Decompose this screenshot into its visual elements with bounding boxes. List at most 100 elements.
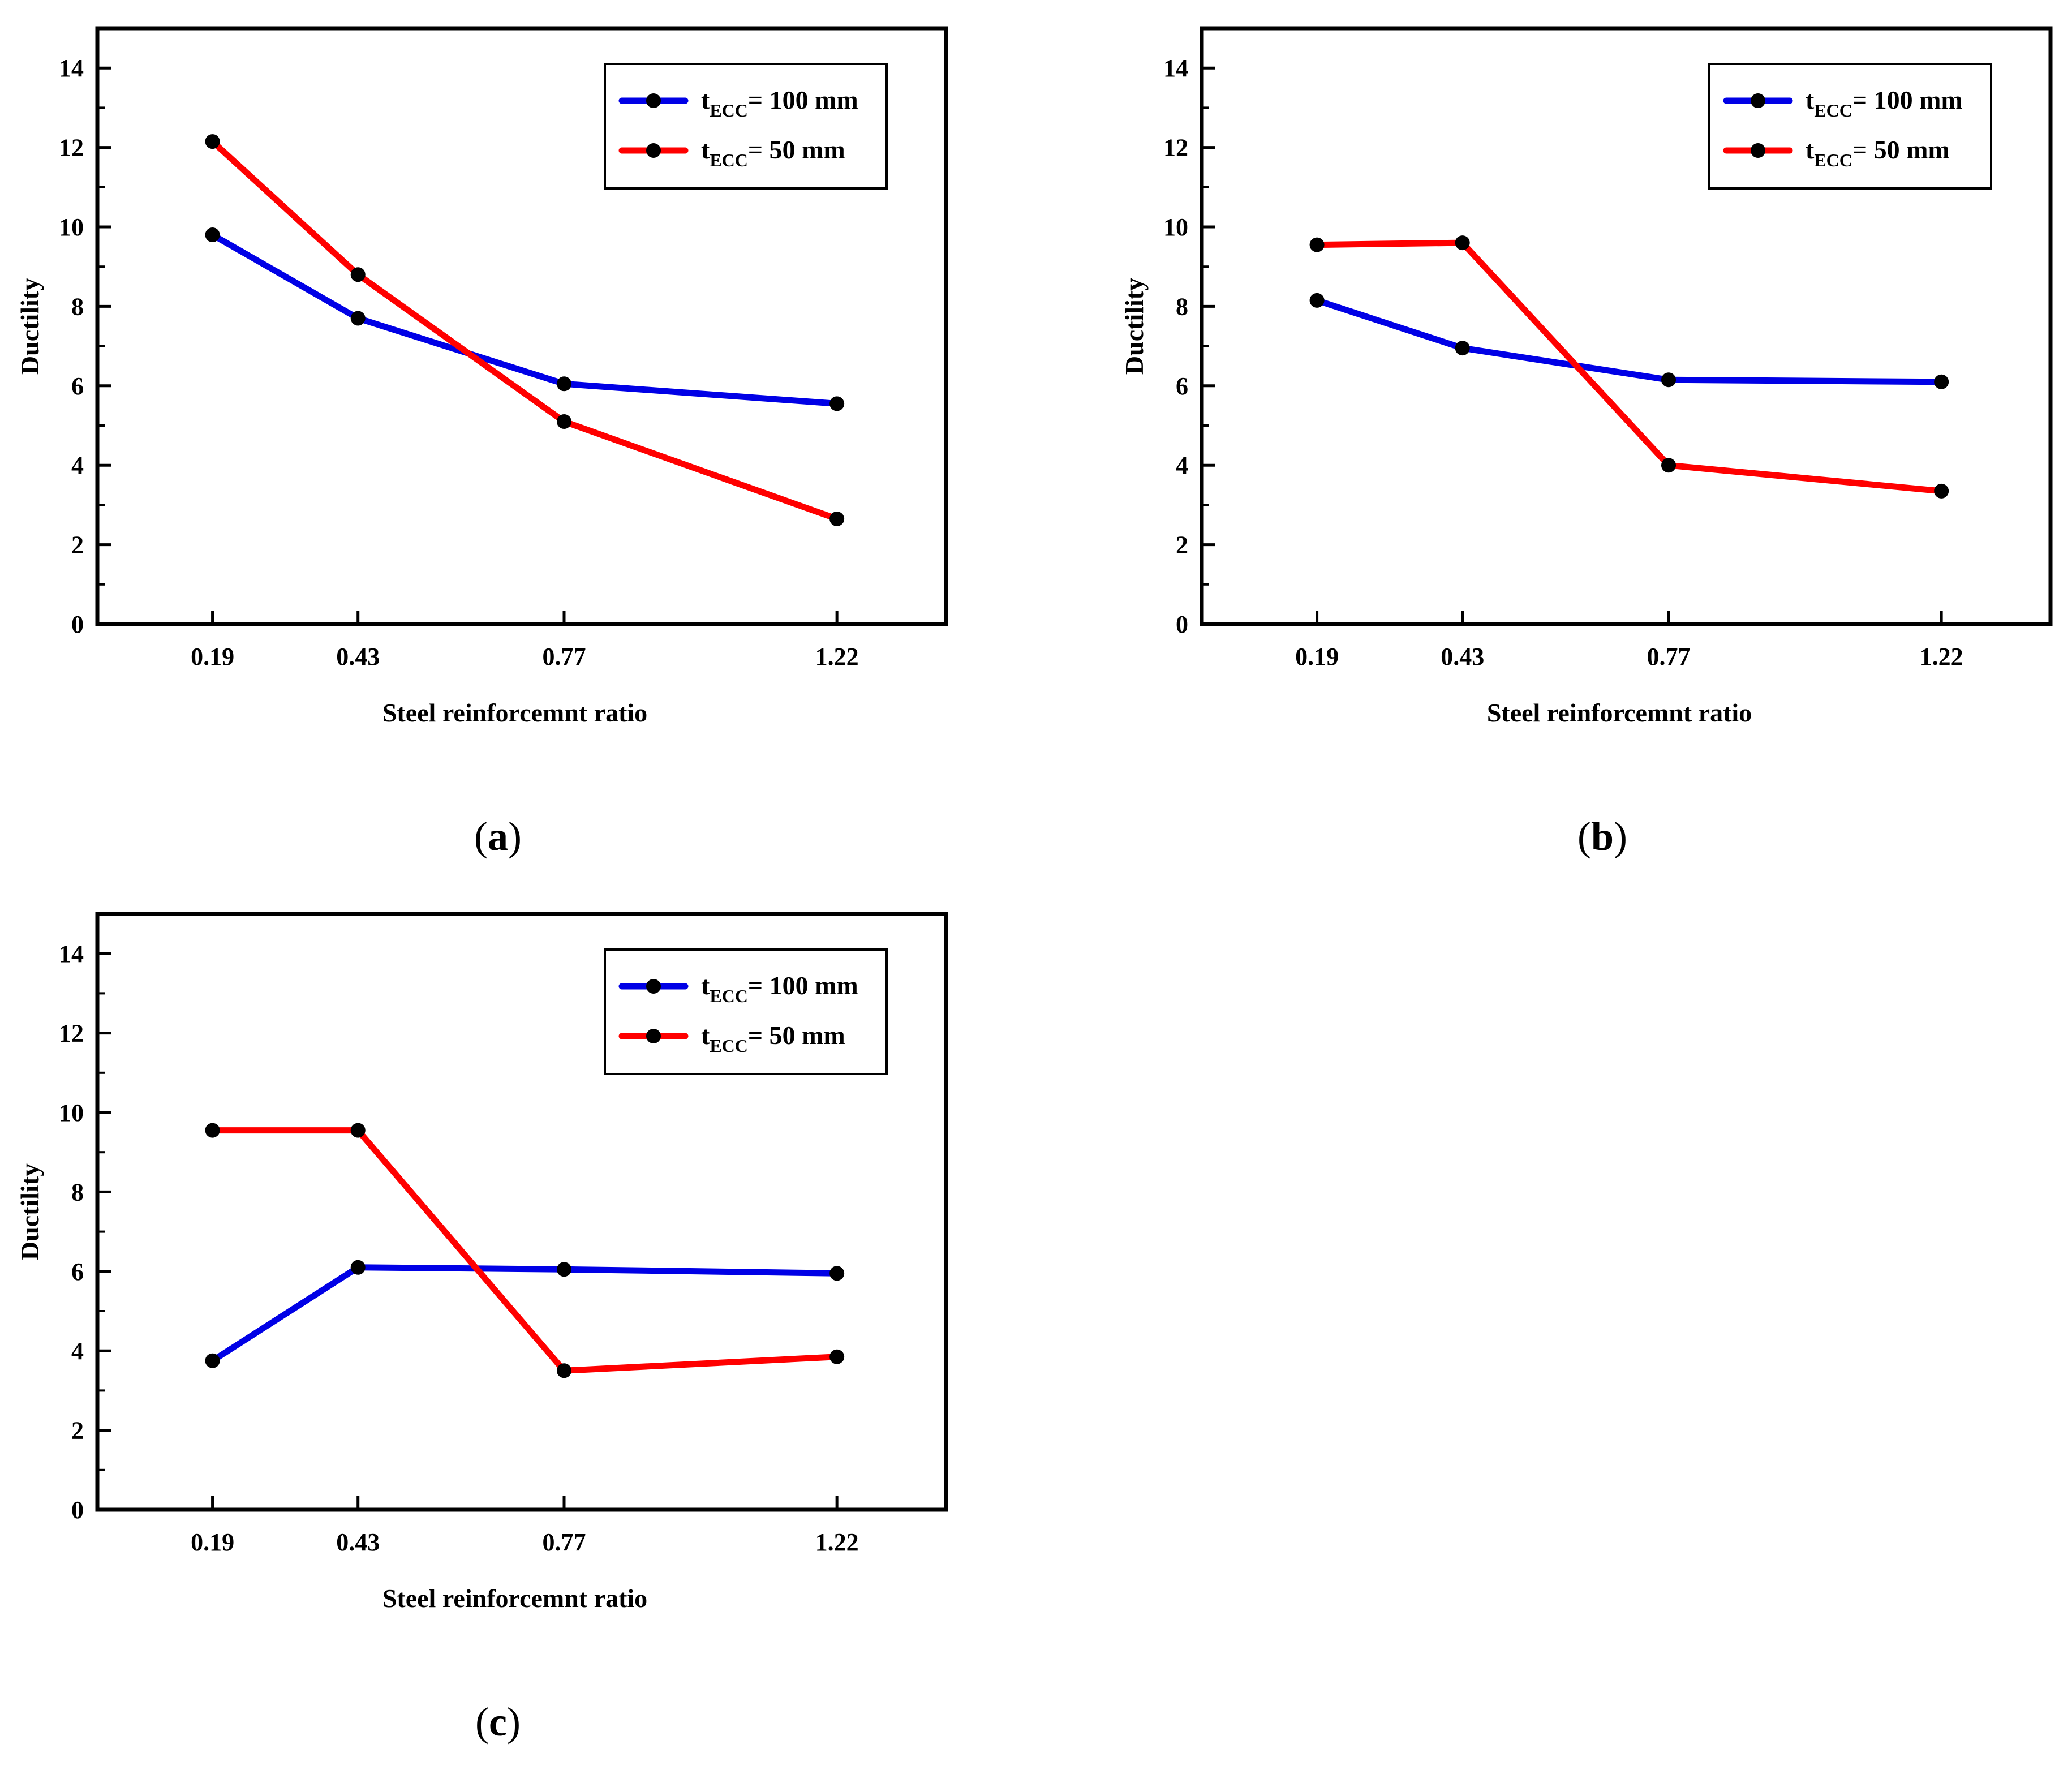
x-tick-label: 1.22 [815,1528,859,1556]
panel-caption-b: (b) [1577,814,1627,859]
legend-label-main: t [701,85,710,114]
x-tick-label: 0.19 [1295,643,1339,671]
data-point [829,396,845,411]
x-tick-label: 0.43 [336,1528,380,1556]
legend-label-rest: = 100 mm [748,971,858,1000]
y-tick-label: 0 [71,1496,84,1524]
caption-letter: c [489,1699,507,1745]
legend-marker [1751,143,1765,158]
legend-label-rest: = 100 mm [1852,85,1963,114]
data-point [1455,235,1470,251]
y-tick-label: 6 [71,372,84,400]
legend-marker [646,979,661,994]
data-point [1455,341,1470,356]
y-tick-label: 6 [71,1258,84,1286]
data-point [557,1262,571,1277]
x-axis-label: Steel reinforcemnt ratio [1487,698,1752,727]
x-tick-label: 0.43 [1441,643,1484,671]
x-tick-label: 0.19 [191,643,234,671]
caption-open: ( [1577,814,1591,859]
caption-close: ) [507,1699,521,1745]
legend-label-0: tECC= 100 mm [701,85,858,121]
x-axis-label: Steel reinforcemnt ratio [382,698,647,727]
legend-label-subscript: ECC [710,100,748,121]
y-tick-label: 4 [71,1337,84,1365]
chart-panel-a: 0 2 4 6 8 10 12 14 0.19 0.43 0.77 1.22 Steel reinfor… [15,26,948,859]
chart-panel-c: 0 2 4 6 8 10 12 14 0.19 0.43 0.77 1.22 Steel reinfor… [15,912,948,1745]
caption-open: ( [474,814,488,859]
plot-frame [1200,26,2053,626]
y-axis-label: Ductility [15,1163,44,1260]
legend-marker [1751,93,1765,108]
y-tick-label: 14 [1163,54,1188,82]
data-point [1661,458,1676,473]
legend-label-subscript: ECC [710,150,748,170]
y-tick-label: 12 [1163,134,1188,162]
y-tick-label: 2 [71,1417,84,1445]
data-point [205,1353,220,1368]
legend-label-main: t [701,971,710,1000]
y-tick-label: 8 [71,293,84,320]
plot-frame [95,26,948,626]
x-axis-label: Steel reinforcemnt ratio [382,1584,647,1613]
data-point [1309,237,1325,252]
x-tick-label: 1.22 [815,643,859,671]
caption-close: ) [1614,814,1627,859]
y-tick-label: 4 [1176,452,1188,479]
y-tick-label: 2 [1176,531,1188,559]
x-tick-label: 1.22 [1920,643,1963,671]
data-point [205,227,220,243]
data-point [829,1266,845,1281]
x-tick-label: 0.77 [543,643,586,671]
y-tick-label: 10 [59,213,84,241]
data-point [1309,293,1325,308]
data-point [829,511,845,526]
legend-label-main: t [701,1021,710,1050]
caption-letter: a [488,814,508,859]
legend-box [1708,63,1992,190]
y-tick-label: 0 [71,611,84,638]
y-tick-label: 12 [59,134,84,162]
legend-label-rest: = 50 mm [748,135,845,164]
data-point [1934,374,1949,389]
y-tick-label: 6 [1176,372,1188,400]
legend-label-0: tECC= 100 mm [1806,85,1963,121]
y-tick-label: 8 [1176,293,1188,320]
data-point [350,1260,366,1275]
legend-label-subscript: ECC [710,986,748,1006]
legend-label-main: t [1806,135,1815,164]
x-tick-label: 0.77 [543,1528,586,1556]
legend-box [604,948,888,1075]
data-point [829,1349,845,1364]
data-point [557,376,571,392]
y-tick-label: 4 [71,452,84,479]
legend-label-subscript: ECC [1814,150,1852,170]
legend-label-main: t [701,135,710,164]
data-point [1934,483,1949,499]
data-point [1661,372,1676,388]
data-point [557,1363,571,1378]
data-point [205,134,220,149]
x-tick-label: 0.19 [191,1528,234,1556]
series-line-0 [209,231,840,407]
legend-box [604,63,888,190]
data-point [350,1123,366,1138]
data-point [350,311,366,326]
chart-panel-b: 0 2 4 6 8 10 12 14 0.19 0.43 0.77 1.22 Steel reinfor… [1120,26,2053,859]
legend-label-1: tECC= 50 mm [701,135,845,170]
x-tick-label: 0.43 [336,643,380,671]
y-tick-label: 10 [59,1099,84,1127]
panel-caption-c: (c) [475,1699,521,1745]
y-tick-label: 14 [59,940,84,968]
legend-label-0: tECC= 100 mm [701,971,858,1006]
x-tick-label: 0.77 [1647,643,1691,671]
data-point [557,414,571,429]
series-line-1 [1314,239,1945,495]
series-line-1 [209,1127,840,1374]
legend-marker [646,93,661,108]
legend-marker [646,1029,661,1043]
caption-close: ) [508,814,522,859]
legend-label-rest: = 100 mm [748,85,858,114]
